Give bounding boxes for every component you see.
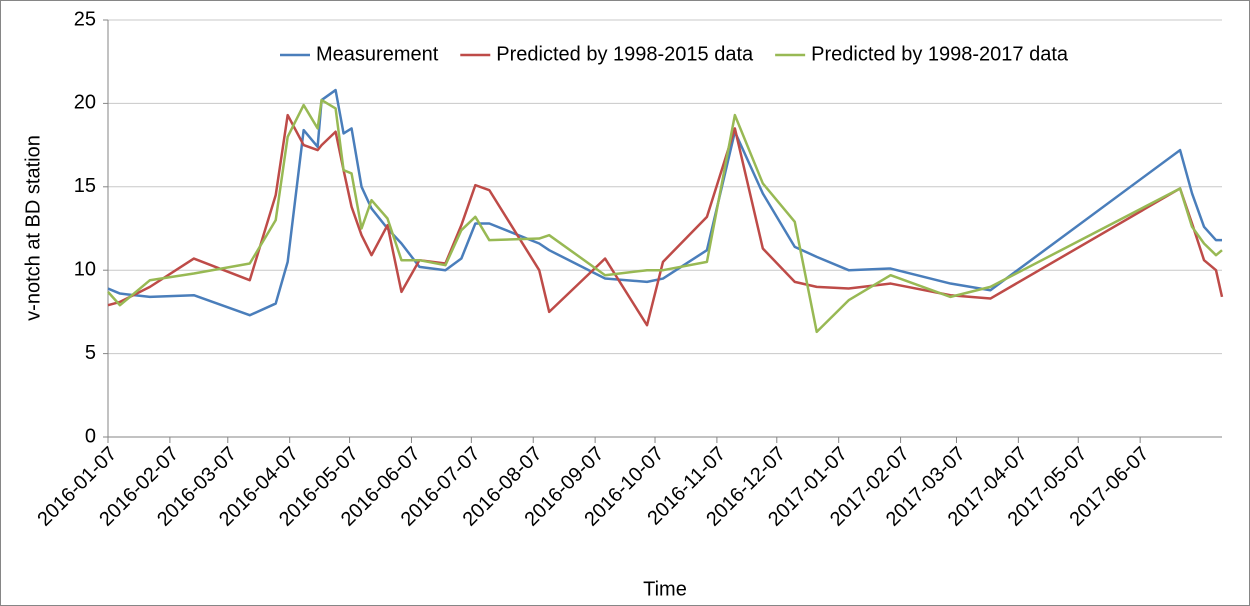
y-tick-label: 0: [85, 425, 96, 447]
y-tick-label: 10: [74, 258, 96, 280]
legend-label: Predicted by 1998-2017 data: [811, 43, 1069, 65]
y-axis-label: v-notch at BD station: [22, 135, 44, 321]
data-line: [107, 98, 1223, 334]
data-line: [107, 113, 1224, 327]
y-tick-label: 5: [85, 342, 96, 364]
y-tick-label: 25: [74, 8, 96, 30]
y-tick-label: 20: [74, 92, 96, 114]
legend-label: Measurement: [316, 43, 439, 65]
y-tick-label: 15: [74, 175, 96, 197]
data-line: [107, 88, 1222, 317]
legend-label: Predicted by 1998-2015 data: [496, 43, 754, 65]
x-axis-label: Time: [643, 578, 687, 600]
